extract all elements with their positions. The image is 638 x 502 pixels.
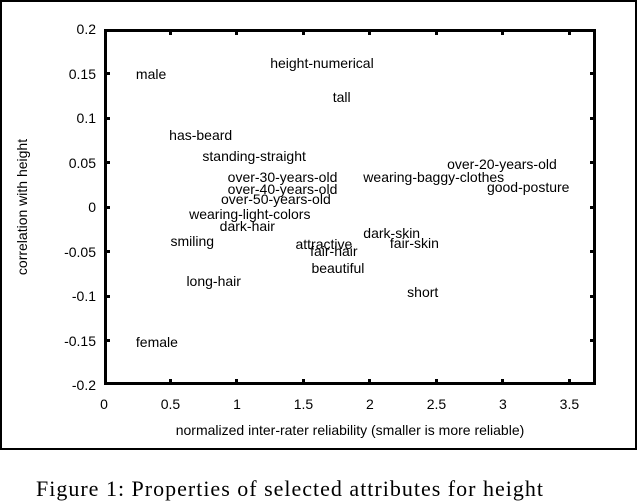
y-tick-mark	[104, 161, 110, 164]
y-tick-mark	[104, 116, 110, 120]
x-tick-label: 2	[366, 396, 374, 412]
data-point-label: long-hair	[186, 272, 241, 289]
data-point-label: wearing-light-colors	[189, 206, 311, 223]
data-point-label: good-posture	[486, 179, 570, 196]
y-tick-label: 0.15	[68, 65, 96, 82]
data-point-label: beautiful	[311, 260, 365, 277]
x-tick-mark	[168, 29, 172, 35]
figure-caption: Figure 1: Properties of selected attribu…	[36, 476, 544, 501]
data-point-label: short	[407, 284, 439, 301]
y-tick-mark	[104, 205, 110, 209]
y-tick-label: -0.2	[71, 377, 96, 393]
y-tick-label: 0.1	[76, 110, 96, 126]
data-point-label: fair-hair	[310, 242, 358, 259]
data-point-label: over-20-years-old	[447, 156, 557, 173]
data-point-label: has-beard	[169, 126, 233, 143]
data-point-label: height-numerical	[270, 54, 374, 71]
x-tick-label: 1	[233, 396, 241, 412]
plot-area	[104, 29, 596, 385]
y-tick-label: -0.05	[64, 243, 96, 260]
data-point-label: over-30-years-old	[227, 168, 338, 185]
x-tick-label: 1.5	[293, 396, 314, 412]
y-tick-mark	[104, 339, 110, 342]
x-tick-label: 2.5	[426, 396, 447, 412]
x-tick-mark	[567, 29, 571, 35]
x-tick-mark	[235, 29, 239, 35]
y-tick-label: 0.2	[76, 21, 96, 37]
data-point-label: attractive	[295, 236, 353, 253]
y-tick-label: -0.1	[71, 288, 96, 304]
x-tick-mark	[368, 29, 372, 35]
y-tick-mark	[104, 250, 110, 253]
data-point-label: over-40-years-old	[227, 181, 338, 198]
data-point-label: male	[135, 65, 167, 82]
data-point-label: wearing-baggy-clothes	[363, 168, 505, 185]
data-point-label: smiling	[170, 232, 215, 249]
x-tick-mark	[434, 29, 438, 35]
x-axis-title: normalized inter-rater reliability (smal…	[175, 422, 525, 438]
y-tick-label: 0.05	[68, 154, 96, 171]
data-point-label: standing-straight	[202, 148, 306, 165]
x-tick-mark	[301, 29, 305, 35]
data-point-label: over-50-years-old	[221, 190, 331, 207]
y-tick-label: 0	[88, 199, 96, 215]
y-tick-mark	[104, 72, 110, 75]
y-tick-label: -0.15	[64, 332, 96, 349]
x-tick-label: 0.5	[160, 396, 181, 412]
x-tick-label: 3.5	[559, 396, 580, 412]
x-tick-label: 3	[499, 396, 507, 412]
data-point-label: dark-skin	[363, 224, 421, 241]
figure-frame	[0, 0, 637, 450]
x-tick-mark	[501, 29, 505, 35]
x-tick-label: 0	[100, 396, 108, 412]
data-point-label: tall	[332, 88, 351, 105]
data-point-label: dark-hair	[219, 217, 275, 234]
data-point-label: fair-skin	[389, 234, 439, 251]
data-point-label: female	[135, 334, 178, 351]
y-tick-mark	[104, 294, 110, 298]
y-axis-title: correlation with height	[14, 138, 30, 276]
